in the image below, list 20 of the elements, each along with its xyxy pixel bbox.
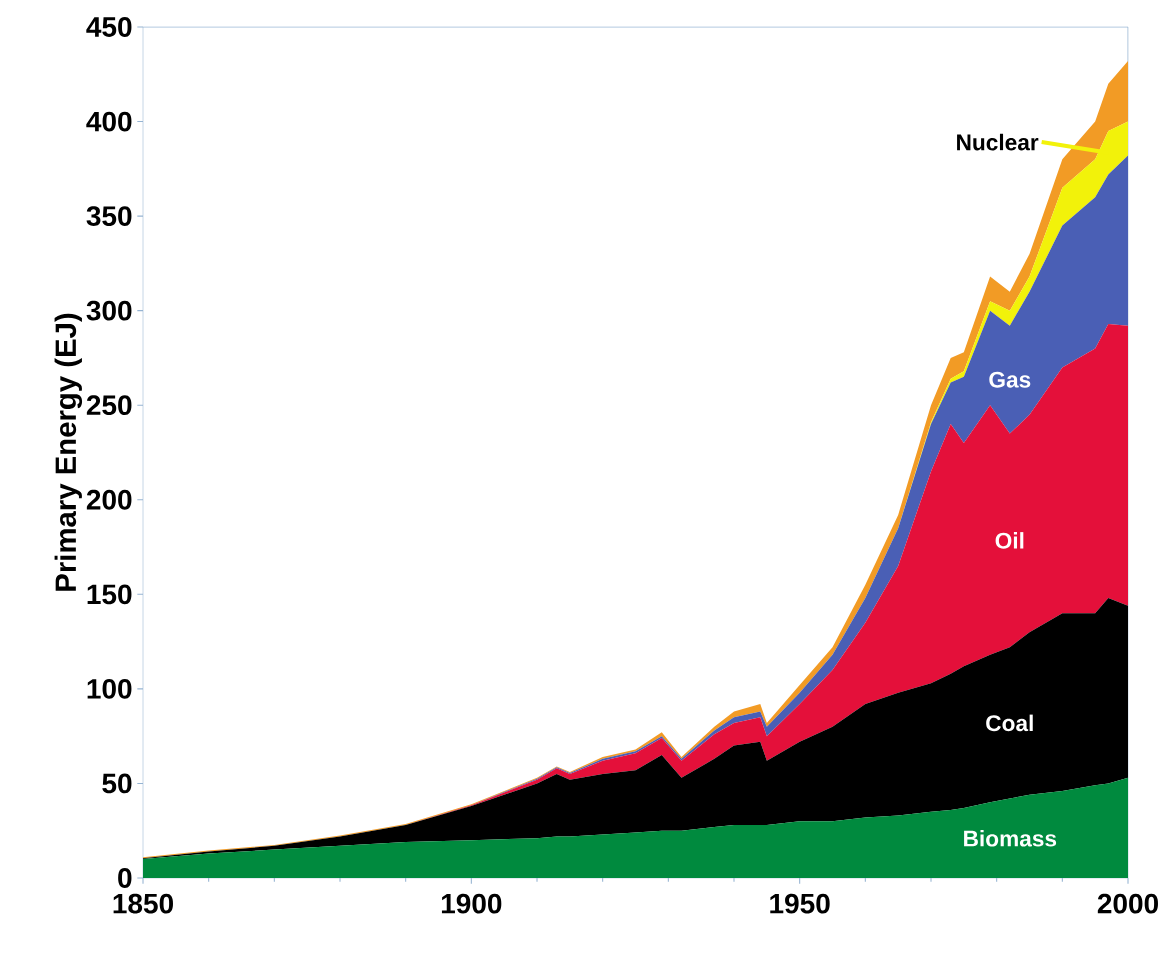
y-tick-label: 300 xyxy=(86,300,132,321)
y-tick-label: 450 xyxy=(86,17,132,37)
series-label: Gas xyxy=(989,371,1031,388)
y-tick-label: 100 xyxy=(87,678,132,699)
x-tick-label: 1950 xyxy=(770,893,830,914)
y-tick-label: 350 xyxy=(86,206,132,227)
y-tick-label: 200 xyxy=(86,489,132,510)
x-tick-label: 1850 xyxy=(113,893,173,914)
legend-label: Nuclear xyxy=(957,133,1039,151)
y-tick-label: 0 xyxy=(118,868,132,888)
x-tick-label: 2000 xyxy=(1097,893,1158,914)
y-tick-label: 250 xyxy=(86,395,132,416)
series-label: Coal xyxy=(986,714,1033,732)
y-tick-label: 400 xyxy=(86,111,132,132)
series-label: Biomass xyxy=(964,829,1057,847)
y-axis-title: Primary Energy (EJ) xyxy=(54,313,83,591)
series-label: Oil xyxy=(995,532,1024,549)
y-tick-label: 150 xyxy=(87,584,132,605)
x-tick-label: 1900 xyxy=(441,893,502,914)
y-tick-label: 50 xyxy=(102,773,132,794)
